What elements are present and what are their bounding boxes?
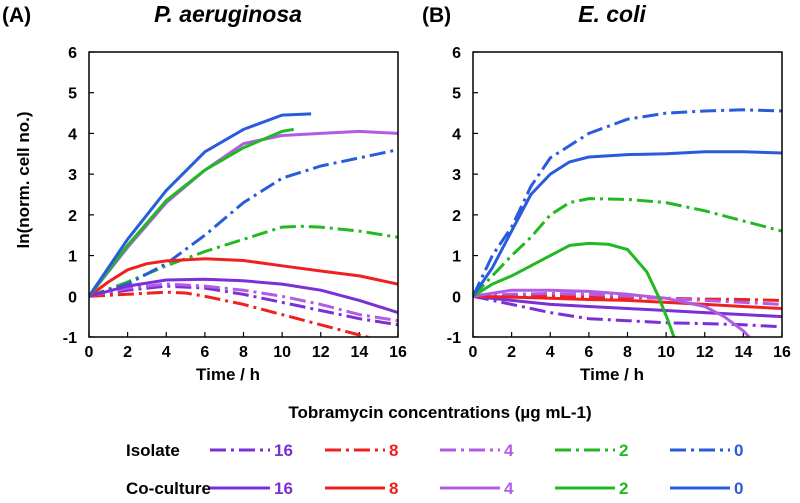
panel-b-x-tick-label: 4 (546, 344, 555, 361)
panel-b-plot-frame (472, 51, 783, 338)
legend-row-label-coculture: Co-culture (126, 479, 211, 498)
legend: Tobramycin concentrations (µg mL-1) Isol… (126, 403, 743, 498)
legend-value-isolate-2: 2 (619, 441, 628, 460)
panel-a-series-isolate-16 (89, 284, 398, 327)
panel-a-x-tick-label: 14 (350, 344, 368, 361)
panel-b-y-tick-label: -1 (447, 330, 461, 347)
panel-b-x-tick-label: 8 (623, 344, 632, 361)
panel-a-x-tick-label: 10 (273, 344, 291, 361)
panel-a-title: P. aeruginosa (154, 1, 302, 27)
panel-b-x-tick-label: 12 (696, 344, 714, 361)
panel-a-series-isolate-4 (89, 282, 398, 323)
panel-b-x-tick-label: 14 (734, 344, 752, 361)
panel-a-series-co-culture-16 (89, 277, 398, 315)
panel-a-y-tick-label: 5 (68, 86, 77, 103)
panel-a-y-tick-label: 1 (68, 249, 77, 266)
panel-b-y-tick-label: 2 (452, 208, 461, 225)
panel-a-x-tick-label: 12 (312, 344, 330, 361)
legend-value-isolate-0: 0 (734, 441, 743, 460)
panel-a-y-tick-label: 4 (68, 126, 77, 143)
panel-a-series-isolate-8 (89, 290, 373, 337)
legend-value-isolate-16: 16 (274, 441, 293, 460)
panel-b-series-isolate-2 (473, 197, 782, 298)
panel-b-x-tick-label: 16 (773, 344, 791, 361)
legend-value-coculture-16: 16 (274, 479, 293, 498)
panel-a-x-tick-label: 4 (162, 344, 171, 361)
legend-value-coculture-8: 8 (389, 479, 398, 498)
panel-a-x-tick-label: 0 (85, 344, 94, 361)
panel-b-x-tick-label: 0 (469, 344, 478, 361)
panel-a-x-axis-label: Time / h (196, 365, 260, 384)
panel-b-y-tick-label: 1 (452, 249, 461, 266)
panel-b: (B) E. coli Time / h 0 2 4 6 8 10 12 14 16-10123… (422, 1, 791, 384)
panel-b-label: (B) (422, 4, 451, 27)
legend-value-isolate-8: 8 (389, 441, 398, 460)
panel-a-plot-frame (88, 51, 399, 338)
panel-a-y-tick-label: 2 (68, 208, 77, 225)
panel-b-x-tick-label: 6 (584, 344, 593, 361)
panel-b-series-isolate-0 (473, 108, 782, 297)
legend-value-coculture-2: 2 (619, 479, 628, 498)
legend-value-isolate-4: 4 (504, 441, 514, 460)
panel-a-x-tick-label: 16 (389, 344, 407, 361)
panel-a-y-axis-label: ln(norm. cell no.) (14, 112, 33, 249)
panel-a-y-tick-label: -1 (63, 330, 77, 347)
panel-b-x-axis-label: Time / h (580, 365, 644, 384)
legend-value-coculture-0: 0 (734, 479, 743, 498)
panel-b-y-tick-label: 3 (452, 167, 461, 184)
panel-b-y-tick-label: 0 (452, 289, 461, 306)
panel-a-series-co-culture-2 (89, 127, 294, 298)
panel-b-series-co-culture-16 (473, 294, 782, 319)
panel-b-series-co-culture-8 (473, 294, 782, 310)
panel-a: (A) P. aeruginosa Time / h ln(norm. cell… (2, 1, 407, 384)
panel-b-series-co-culture-4 (473, 288, 751, 337)
panel-a-series-isolate-0 (89, 148, 398, 298)
panel-a-x-tick-label: 2 (123, 344, 132, 361)
panel-a-y-tick-label: 6 (68, 45, 77, 62)
panel-a-y-tick-label: 3 (68, 167, 77, 184)
panel-a-series-co-culture-8 (89, 257, 398, 298)
legend-title: Tobramycin concentrations (µg mL-1) (288, 403, 591, 422)
panel-a-x-tick-label: 6 (200, 344, 209, 361)
panel-b-title: E. coli (578, 1, 646, 27)
panel-b-series-co-culture-0 (473, 150, 782, 298)
panel-b-y-tick-label: 6 (452, 45, 461, 62)
panel-b-x-tick-label: 10 (657, 344, 675, 361)
panel-b-y-tick-label: 4 (452, 126, 461, 143)
legend-row-label-isolate: Isolate (126, 441, 180, 460)
panel-a-series-co-culture-0 (89, 112, 312, 298)
panel-a-series-co-culture-4 (89, 129, 398, 298)
panel-a-y-tick-label: 0 (68, 289, 77, 306)
legend-value-coculture-4: 4 (504, 479, 514, 498)
panel-b-series-co-culture-2 (473, 241, 676, 337)
panel-b-series-isolate-4 (473, 291, 782, 306)
panel-b-series-isolate-16 (473, 294, 782, 329)
panel-b-y-tick-label: 5 (452, 86, 461, 103)
panel-b-x-tick-label: 2 (507, 344, 516, 361)
panel-a-x-tick-label: 8 (239, 344, 248, 361)
panel-a-label: (A) (2, 4, 31, 27)
